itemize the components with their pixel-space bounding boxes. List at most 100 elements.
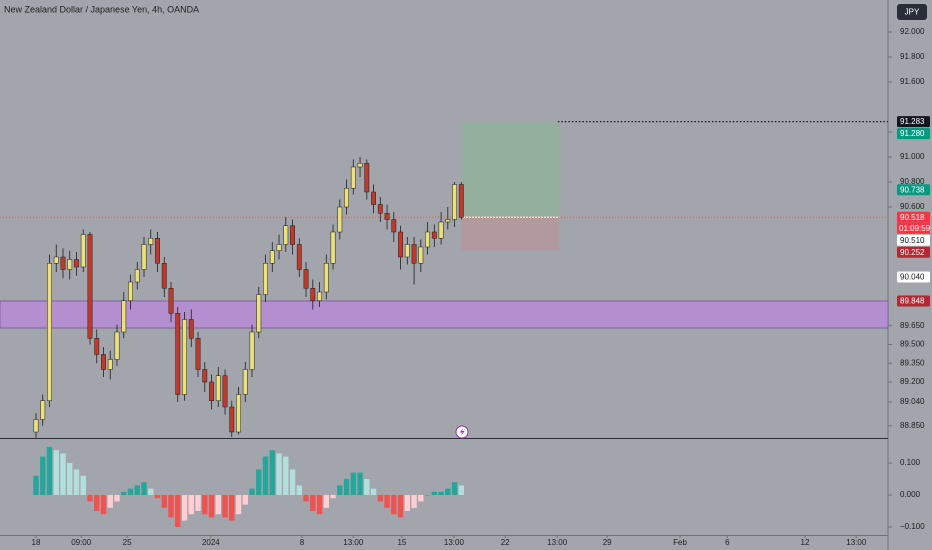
candle-body xyxy=(202,369,208,383)
candle-body xyxy=(121,300,127,333)
histogram-bar xyxy=(235,495,242,515)
y-tick-label: 92.000 xyxy=(900,27,925,36)
histogram-bar xyxy=(154,495,161,499)
candle-body xyxy=(33,419,39,433)
candle-body xyxy=(276,244,282,251)
candle-body xyxy=(317,291,322,301)
price-badge xyxy=(897,184,930,196)
histogram-bar xyxy=(40,456,46,496)
countdown-badge xyxy=(897,222,930,234)
price-badge-label: 90.252 xyxy=(900,248,925,257)
histogram-bar xyxy=(87,495,93,502)
histogram-bar xyxy=(296,485,302,496)
y-tick-label: 0.000 xyxy=(900,490,921,499)
histogram-bar xyxy=(316,495,323,515)
histogram-bar xyxy=(343,479,350,496)
y-tick-label: 91.800 xyxy=(900,52,925,61)
histogram-bar xyxy=(404,495,411,512)
histogram-bar xyxy=(202,495,208,515)
histogram-bar xyxy=(195,495,201,512)
candle-body xyxy=(431,231,437,239)
histogram-bar xyxy=(229,495,235,521)
candle-body xyxy=(80,234,86,268)
currency-label: JPY xyxy=(905,8,920,17)
y-tick-label: 89.040 xyxy=(900,397,925,406)
histogram-bar xyxy=(377,495,384,502)
candle-body xyxy=(53,256,59,264)
histogram-bar xyxy=(384,495,390,508)
x-tick-label: 6 xyxy=(725,538,730,547)
candle-body xyxy=(445,219,451,223)
histogram-bar xyxy=(107,495,113,508)
candle-body xyxy=(101,354,106,370)
candle-body xyxy=(269,250,275,264)
candle-body xyxy=(344,188,349,208)
y-tick-label: 88.850 xyxy=(900,421,925,430)
histogram-bar xyxy=(242,495,248,505)
candle-body xyxy=(452,184,457,220)
x-tick-label: 25 xyxy=(123,538,132,547)
histogram-bar xyxy=(370,488,377,496)
price-badge xyxy=(897,234,930,246)
price-badge-label: 91.283 xyxy=(900,117,925,126)
x-tick-label: 12 xyxy=(801,538,810,547)
histogram-bar xyxy=(134,485,140,496)
histogram-bar xyxy=(310,495,316,512)
position-stop xyxy=(461,217,560,251)
price-badge-label: 90.738 xyxy=(900,185,925,194)
candle-body xyxy=(337,206,343,233)
histogram-bar xyxy=(33,475,39,496)
histogram-bar xyxy=(175,495,181,528)
candle-body xyxy=(161,263,167,289)
countdown-label: 01:09:59 xyxy=(899,224,931,233)
candle-body xyxy=(60,256,66,270)
histogram-bar xyxy=(323,495,329,508)
x-tick-label: 2024 xyxy=(202,538,220,547)
histogram-bar xyxy=(391,495,397,515)
price-badge-label: 90.518 xyxy=(900,213,925,222)
price-badge xyxy=(897,295,930,307)
candle-body xyxy=(357,163,363,168)
histogram-bar xyxy=(431,491,438,496)
histogram-bar xyxy=(397,495,404,518)
candle-body xyxy=(364,163,370,193)
histogram-bar xyxy=(80,475,86,496)
candle-body xyxy=(141,244,147,270)
histogram-bar xyxy=(269,450,275,496)
histogram-bar xyxy=(276,453,282,496)
candle-body xyxy=(283,225,289,245)
candle-body xyxy=(256,294,262,333)
histogram-bar xyxy=(256,469,262,496)
currency-button[interactable] xyxy=(897,4,927,20)
candle-body xyxy=(114,331,120,360)
histogram-bar xyxy=(94,495,100,512)
histogram-bar xyxy=(222,495,228,518)
candle-body xyxy=(418,246,424,264)
histogram-bar xyxy=(350,472,356,496)
histogram-bar xyxy=(46,447,53,496)
price-badge xyxy=(897,128,930,140)
price-badge-label: 90.510 xyxy=(900,236,925,245)
histogram-bar xyxy=(215,495,221,515)
histogram-bar xyxy=(114,495,120,502)
candle-body xyxy=(134,269,140,283)
candle-body xyxy=(182,319,187,395)
price-badge xyxy=(897,116,930,128)
candle-body xyxy=(323,263,329,293)
candle-body xyxy=(425,231,430,248)
histogram-bar xyxy=(73,469,80,496)
candle-body xyxy=(377,204,383,214)
candle-body xyxy=(303,269,309,289)
candle-body xyxy=(67,259,73,270)
histogram-bar xyxy=(141,482,147,496)
y-tick-label: 91.600 xyxy=(900,77,925,86)
candle-body xyxy=(74,259,79,268)
candle-body xyxy=(168,288,174,314)
candle-body xyxy=(438,221,444,239)
price-badge xyxy=(897,271,930,283)
x-tick-label: 22 xyxy=(501,538,510,547)
candle-body xyxy=(296,244,302,270)
histogram-bar xyxy=(445,488,451,496)
candle-body xyxy=(398,231,403,258)
